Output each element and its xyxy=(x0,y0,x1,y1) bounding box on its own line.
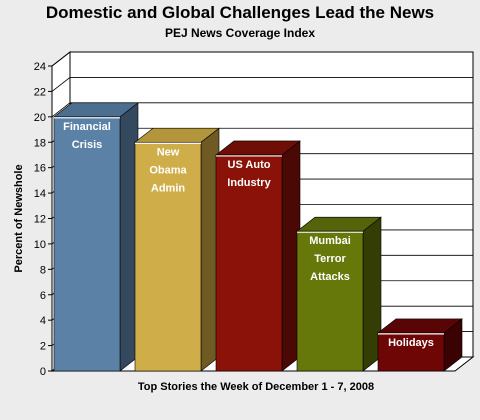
y-tick-label: 12 xyxy=(34,214,46,226)
bar-front xyxy=(53,116,121,372)
bar: US Auto Industry xyxy=(215,140,301,372)
bar-front xyxy=(215,154,283,372)
bar: New Obama Admin xyxy=(134,127,220,372)
bar-category-label: Financial Crisis xyxy=(63,121,111,151)
y-tick-label: 18 xyxy=(34,137,46,149)
bar-front xyxy=(377,332,445,372)
y-tick-label: 14 xyxy=(34,188,46,200)
gridline xyxy=(51,51,473,67)
gridline xyxy=(51,102,473,118)
y-tick-label: 20 xyxy=(34,112,46,124)
y-tick-label: 8 xyxy=(40,264,46,276)
bar: Mumbai Terror Attacks xyxy=(296,216,382,372)
bar-front xyxy=(134,141,202,372)
bars: Financial Crisis New Obama Admin US Auto Indus… xyxy=(53,102,463,372)
y-tick-label: 4 xyxy=(40,315,46,327)
bar: Holidays xyxy=(377,318,463,372)
y-tick-label: 6 xyxy=(40,290,46,302)
y-axis-title: Percent of Newshole xyxy=(13,164,25,272)
y-tick-label: 10 xyxy=(34,239,46,251)
chart-subtitle: PEJ News Coverage Index xyxy=(164,26,316,40)
bar-front xyxy=(296,230,364,372)
bar: Financial Crisis xyxy=(53,102,139,372)
chart-title: Domestic and Global Challenges Lead the … xyxy=(45,3,435,22)
y-tick-label: 22 xyxy=(34,86,46,98)
y-tick-label: 0 xyxy=(40,366,46,378)
gridline xyxy=(51,77,473,92)
bar-category-label: New Obama Admin xyxy=(149,146,187,194)
bar-category-label: US Auto Industry xyxy=(227,159,271,189)
y-tick-label: 24 xyxy=(34,61,46,73)
x-axis-title: Top Stories the Week of December 1 - 7, … xyxy=(138,381,374,393)
y-tick-label: 2 xyxy=(40,341,46,353)
bar-category-label: Holidays xyxy=(388,337,434,349)
bar-category-label: Mumbai Terror Attacks xyxy=(309,235,351,283)
y-tick-label: 16 xyxy=(34,163,46,175)
